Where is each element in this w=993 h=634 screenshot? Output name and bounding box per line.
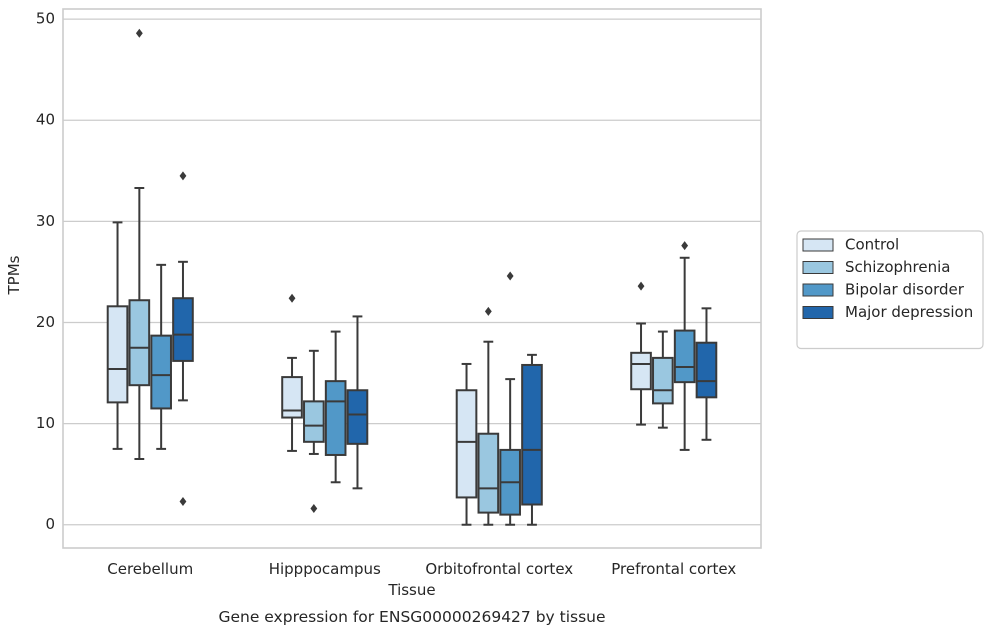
- box-group: [281, 293, 303, 452]
- x-tick-labels: Cerebellum Hipppocampus Orbitofrontal cort…: [107, 560, 736, 578]
- y-tick-label: 0: [45, 515, 55, 533]
- box-iqr: [346, 389, 369, 445]
- outlier-point: [637, 281, 645, 291]
- x-tick-label: Hipppocampus: [269, 560, 381, 578]
- box-iqr: [673, 329, 696, 384]
- y-tick-label: 40: [36, 111, 55, 129]
- box-group: [324, 330, 347, 484]
- box-iqr: [128, 299, 151, 387]
- box-iqr: [695, 341, 718, 399]
- outlier-point: [288, 293, 296, 303]
- legend-label: Bipolar disorder: [845, 281, 965, 299]
- boxes-layer: [106, 28, 718, 526]
- box-group: [303, 349, 325, 514]
- box-group: [128, 28, 151, 461]
- outlier-point: [506, 271, 514, 281]
- box-group: [630, 281, 652, 426]
- box-iqr: [150, 334, 172, 410]
- box-group: [477, 306, 500, 526]
- outlier-point: [484, 306, 492, 316]
- box-group: [106, 221, 129, 450]
- legend-swatch: [802, 261, 834, 274]
- outlier-point: [310, 504, 318, 514]
- box-iqr: [172, 297, 194, 362]
- box-group: [652, 330, 674, 429]
- box-group: [499, 271, 521, 526]
- legend: Control Schizophrenia Bipolar disorder Majo…: [796, 230, 984, 350]
- figure-caption: Gene expression for ENSG00000269427 by t…: [218, 608, 605, 626]
- legend-label: Schizophrenia: [845, 258, 950, 276]
- box-iqr: [455, 389, 478, 499]
- box-iqr: [477, 432, 500, 514]
- x-tick-label: Orbitofrontal cortex: [425, 560, 573, 578]
- box-group: [455, 362, 478, 526]
- grid-layer: [63, 18, 761, 526]
- box-iqr: [521, 363, 543, 506]
- legend-swatch: [802, 238, 834, 252]
- x-tick-label: Cerebellum: [107, 560, 193, 578]
- box-iqr: [106, 305, 129, 404]
- box-iqr: [303, 400, 325, 443]
- y-tick-label: 10: [36, 414, 55, 432]
- legend-label: Major depression: [845, 303, 973, 321]
- box-iqr: [324, 380, 347, 456]
- box-group: [150, 263, 172, 450]
- legend-frame: [796, 230, 984, 350]
- box-group: [695, 307, 718, 441]
- plot-frame: [62, 8, 762, 549]
- outlier-point: [681, 241, 689, 251]
- outlier-point: [179, 171, 187, 181]
- box-group: [521, 353, 543, 526]
- box-group: [673, 241, 696, 451]
- x-tick-label: Prefrontal cortex: [611, 560, 736, 578]
- y-axis-label: TPMs: [5, 255, 23, 295]
- box-group: [172, 171, 194, 506]
- x-axis-label: Tissue: [387, 581, 435, 599]
- y-tick-label: 50: [36, 10, 55, 28]
- y-tick-labels: 0 10 20 30 40 50: [36, 10, 55, 534]
- box-iqr: [281, 376, 303, 419]
- box-iqr: [630, 351, 652, 391]
- box-iqr: [652, 356, 674, 405]
- outlier-point: [179, 496, 187, 506]
- legend-swatch: [802, 283, 834, 297]
- box-group: [346, 315, 369, 490]
- y-tick-label: 30: [36, 212, 55, 230]
- outlier-point: [135, 28, 143, 38]
- y-tick-label: 20: [36, 313, 55, 331]
- legend-label: Control: [845, 236, 899, 254]
- legend-swatch: [802, 306, 834, 319]
